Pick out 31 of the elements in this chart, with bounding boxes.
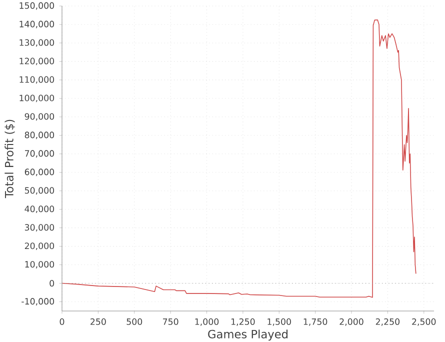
y-tick-label: 110,000 <box>20 76 54 84</box>
y-tick-label: 0 <box>50 280 54 287</box>
y-tick-label: 30,000 <box>24 224 54 232</box>
line-series <box>62 19 416 298</box>
y-tick-label: 10,000 <box>25 261 54 269</box>
y-tick-label: 130,000 <box>20 39 54 47</box>
y-tick-label: 80,000 <box>24 132 54 140</box>
x-tick-label: 1,250 <box>231 318 255 326</box>
x-tick-label: 2,000 <box>340 318 364 326</box>
y-tick-label: 90,000 <box>24 113 54 121</box>
x-tick-label: 250 <box>90 318 106 325</box>
y-tick-label: 40,000 <box>24 206 54 214</box>
x-axis-title: Games Played <box>208 330 288 341</box>
x-tick-label: 2,250 <box>376 318 400 326</box>
x-tick-label: 750 <box>163 318 178 325</box>
y-tick-label: 150,000 <box>20 2 54 10</box>
y-tick-label: 60,000 <box>24 168 54 176</box>
x-tick-label: 1,500 <box>268 318 291 326</box>
y-tick-label: 50,000 <box>24 187 54 195</box>
y-tick-label: 20,000 <box>24 242 54 250</box>
x-tick-label: 0 <box>60 318 64 325</box>
y-tick-label: 140,000 <box>20 20 54 28</box>
x-tick-label: 1,000 <box>195 318 219 326</box>
y-tick-label: 100,000 <box>20 94 54 102</box>
y-tick-label: -10,000 <box>22 298 54 306</box>
x-tick-label: 2,500 <box>412 318 436 326</box>
y-tick-label: 120,000 <box>20 58 54 66</box>
y-tick-label: 70,000 <box>25 150 54 158</box>
x-tick-label: 1,750 <box>304 318 328 326</box>
x-tick-label: 500 <box>126 318 142 325</box>
y-axis-title: Total Profit ($) <box>4 120 15 198</box>
